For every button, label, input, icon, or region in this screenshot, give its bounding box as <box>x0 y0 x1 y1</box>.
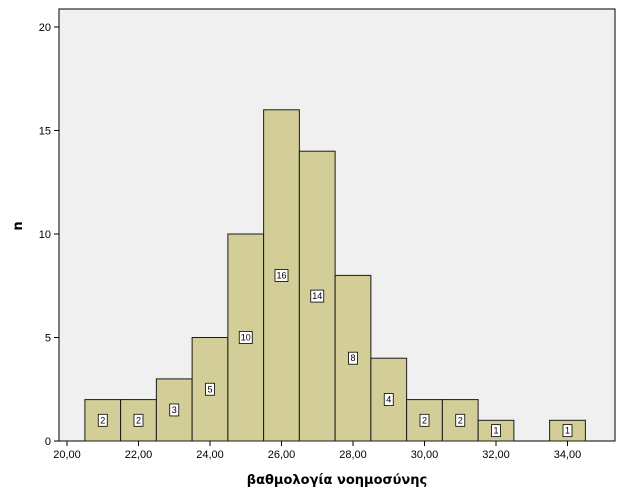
data-label-box <box>238 331 253 344</box>
data-label-box <box>491 424 501 438</box>
data-label: 1 <box>565 426 570 436</box>
data-label-box <box>274 268 289 282</box>
x-tick-label: 32,00 <box>482 449 510 461</box>
data-label: 16 <box>276 270 286 280</box>
data-label-box <box>169 403 180 417</box>
data-label: 2 <box>136 415 141 425</box>
y-tick-label: 10 <box>39 229 51 241</box>
data-label: 5 <box>207 384 212 394</box>
data-label-box <box>133 413 144 427</box>
x-axis-title: βαθμολογία νοημοσύνης <box>247 473 427 488</box>
data-label-box <box>348 351 358 365</box>
x-tick-label: 34,00 <box>554 449 582 461</box>
y-axis-title: n <box>11 221 26 230</box>
data-label: 2 <box>458 415 463 425</box>
data-label: 8 <box>350 353 355 363</box>
data-label-box <box>383 393 394 407</box>
data-label: 1 <box>493 426 498 436</box>
data-label: 3 <box>172 405 177 415</box>
data-label: 4 <box>386 395 391 405</box>
data-label-box <box>310 289 325 303</box>
data-label: 14 <box>312 291 322 301</box>
x-tick-label: 28,00 <box>339 449 367 461</box>
bars-group <box>84 109 586 442</box>
data-label-box <box>562 424 573 438</box>
y-tick-label: 20 <box>39 22 51 34</box>
data-label-box <box>205 382 215 396</box>
data-label-box <box>97 413 108 427</box>
data-label: 10 <box>241 333 251 343</box>
x-tick-label: 20,00 <box>53 449 81 461</box>
data-labels-group: 2 2 3 5 10 16 14 8 4 2 2 1 1 <box>97 268 573 438</box>
x-tick-label: 30,00 <box>411 449 439 461</box>
data-label: 2 <box>100 415 105 425</box>
histogram-bar <box>298 150 336 442</box>
x-tick-label: 22,00 <box>125 449 153 461</box>
y-tick-label: 0 <box>45 436 51 448</box>
x-tick-label: 24,00 <box>196 449 224 461</box>
data-label-box <box>419 413 430 427</box>
x-axis: 20,00 22,00 24,00 26,00 28,00 30,00 32,00 34,00 <box>53 441 581 461</box>
y-axis: 0 5 10 15 20 <box>39 22 59 448</box>
y-tick-label: 15 <box>39 126 51 138</box>
data-label: 2 <box>422 415 427 425</box>
y-tick-label: 5 <box>45 333 51 345</box>
x-tick-label: 26,00 <box>268 449 296 461</box>
data-label-box <box>455 413 466 427</box>
